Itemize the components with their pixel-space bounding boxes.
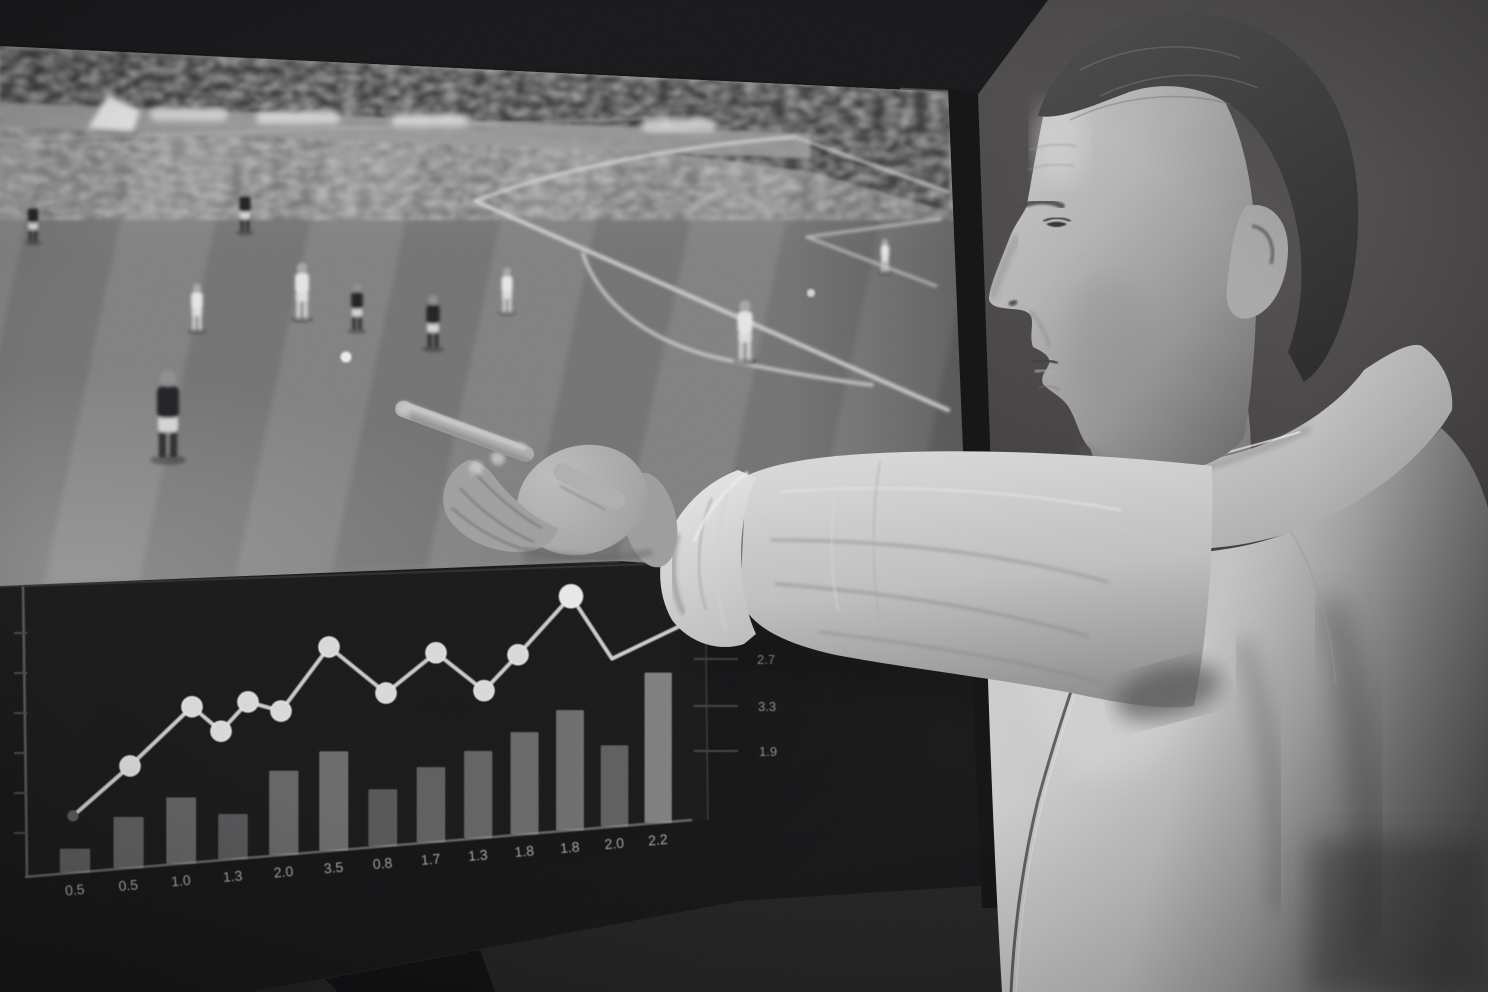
film-grain — [0, 0, 1488, 992]
photo-scene: 0.5 0.5 1.0 1.3 2.0 3.5 0.8 1.7 1.3 1.8 1.8 2.0 2.2 … — [0, 0, 1488, 992]
scene-overlay: 0.5 0.5 1.0 1.3 2.0 3.5 0.8 1.7 1.3 1.8 1.8 2.0 2.2 … — [0, 0, 1488, 992]
